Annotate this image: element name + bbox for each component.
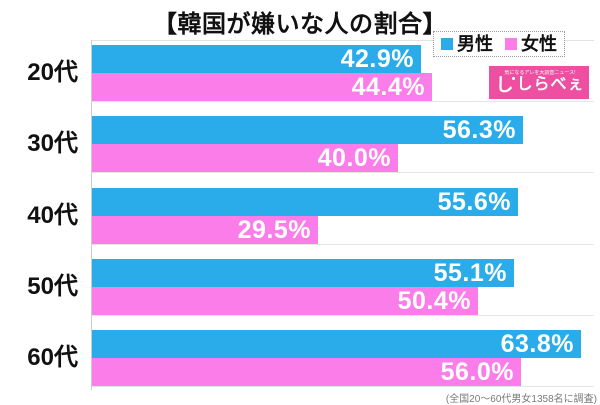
bar-value-label: 55.1% <box>433 259 507 287</box>
male-swatch-icon <box>441 38 453 50</box>
legend-item-male: 男性 <box>441 35 493 53</box>
group-separator-line <box>92 172 594 173</box>
y-axis-line <box>91 40 92 390</box>
survey-footnote: (全国20〜60代男女1358名に調査) <box>445 394 597 405</box>
male-bar: 55.1% <box>92 259 514 287</box>
bar-value-label: 63.8% <box>500 330 574 358</box>
bar-value-label: 55.6% <box>437 188 511 216</box>
group-separator-line <box>92 386 594 387</box>
legend-label-female: 女性 <box>521 34 557 54</box>
chart-title: 【韓国が嫌いな人の割合】 <box>153 11 447 38</box>
shirabee-icon: し <box>495 75 516 95</box>
bar-value-label: 29.5% <box>237 216 311 244</box>
bar-value-label: 40.0% <box>317 144 391 172</box>
bar-value-label: 56.3% <box>442 116 516 144</box>
female-swatch-icon <box>505 38 517 50</box>
legend: 男性 女性 <box>433 31 565 57</box>
male-bar: 56.3% <box>92 116 523 144</box>
female-bar: 40.0% <box>92 144 398 172</box>
logo-tagline: 気になるアレを大調査ニュース! <box>504 70 576 76</box>
category-label: 20代 <box>27 59 78 86</box>
female-bar: 29.5% <box>92 216 318 244</box>
bar-value-label: 44.4% <box>351 73 425 101</box>
group-separator-line <box>92 101 594 102</box>
category-label: 30代 <box>27 130 78 157</box>
legend-item-female: 女性 <box>505 35 557 53</box>
category-label: 40代 <box>27 202 78 229</box>
male-bar: 42.9% <box>92 45 421 73</box>
male-bar: 55.6% <box>92 188 518 216</box>
group-separator-line <box>92 244 594 245</box>
female-bar: 56.0% <box>92 358 521 386</box>
shirabee-logo: 気になるアレを大調査ニュース! し しらべぇ <box>489 66 589 99</box>
bar-value-label: 56.0% <box>440 358 514 386</box>
male-bar: 63.8% <box>92 330 581 358</box>
logo-text: しらべぇ <box>516 76 585 93</box>
female-bar: 44.4% <box>92 73 432 101</box>
category-label: 50代 <box>27 273 78 300</box>
plot-top-gridline <box>91 40 594 41</box>
bar-value-label: 42.9% <box>340 45 414 73</box>
female-bar: 50.4% <box>92 287 478 315</box>
category-label: 60代 <box>27 344 78 371</box>
group-separator-line <box>92 315 594 316</box>
bar-value-label: 50.4% <box>397 287 471 315</box>
legend-label-male: 男性 <box>457 34 493 54</box>
